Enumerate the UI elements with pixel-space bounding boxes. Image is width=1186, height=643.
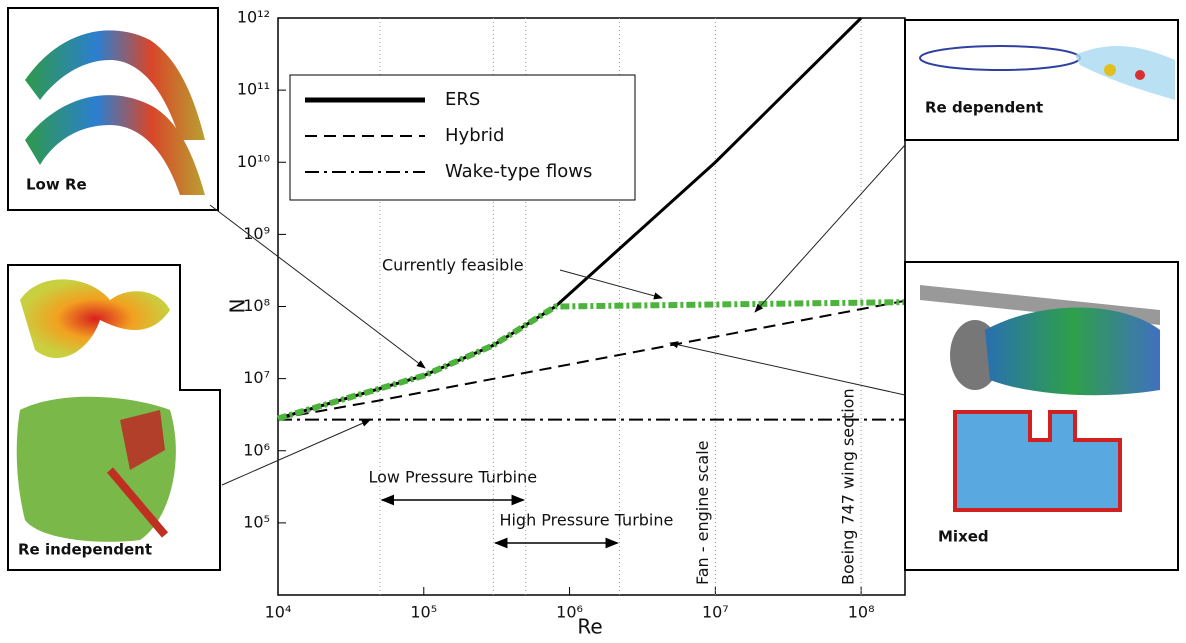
plot-layer: 10⁴ 10⁵ 10⁶ 10⁷ 10⁸ 10⁵ 10⁶ 10⁷ 10⁸ 10⁹ 10¹⁰ 10¹¹ 10… — [237, 8, 906, 622]
y-tick-label: 10⁹ — [243, 224, 270, 243]
x-tick-label: 10⁶ — [556, 603, 583, 622]
y-tick-label: 10¹² — [237, 8, 270, 27]
series-annotation: Currently feasible — [382, 256, 524, 275]
reference-label: Fan - engine scale — [693, 440, 712, 585]
y-tick-label: 10⁸ — [243, 296, 270, 315]
reference-label: Boeing 747 wing section — [839, 388, 858, 585]
series-line — [277, 299, 906, 422]
inset-caption: Re dependent — [925, 99, 1043, 117]
y-tick-label: 10⁷ — [243, 368, 270, 387]
inset-re-independent: Re independent — [7, 264, 221, 571]
legend-label: Wake-type flows — [445, 161, 592, 182]
legend-label: ERS — [445, 89, 480, 110]
inset-caption: Mixed — [938, 528, 989, 546]
inset-low-re: Low Re — [7, 7, 219, 211]
legend-label: Hybrid — [445, 125, 504, 146]
pointer-arrows — [209, 144, 906, 486]
inset-caption: Re independent — [18, 541, 152, 559]
y-tick-label: 10⁶ — [243, 440, 270, 459]
y-tick-label: 10¹¹ — [237, 80, 270, 99]
range-label: Low Pressure Turbine — [368, 468, 537, 487]
legend-box — [289, 74, 636, 201]
x-tick-label: 10⁵ — [410, 603, 437, 622]
x-tick-label: 10⁷ — [702, 603, 729, 622]
y-tick-label: 10¹⁰ — [237, 152, 270, 171]
series-line — [277, 299, 906, 420]
x-tick-label: 10⁴ — [265, 603, 292, 622]
inset-re-dependent: Re dependent — [904, 19, 1179, 141]
inset-mixed: Mixed — [904, 261, 1179, 571]
legend: ERS Hybrid Wake-type flows — [305, 89, 592, 182]
x-tick-label: 10⁸ — [848, 603, 875, 622]
x-axis-label: Re — [577, 615, 602, 639]
inset-caption: Low Re — [26, 176, 87, 194]
y-tick-label: 10⁵ — [243, 512, 270, 531]
y-axis-label: N — [225, 299, 249, 314]
range-label: High Pressure Turbine — [499, 511, 673, 530]
